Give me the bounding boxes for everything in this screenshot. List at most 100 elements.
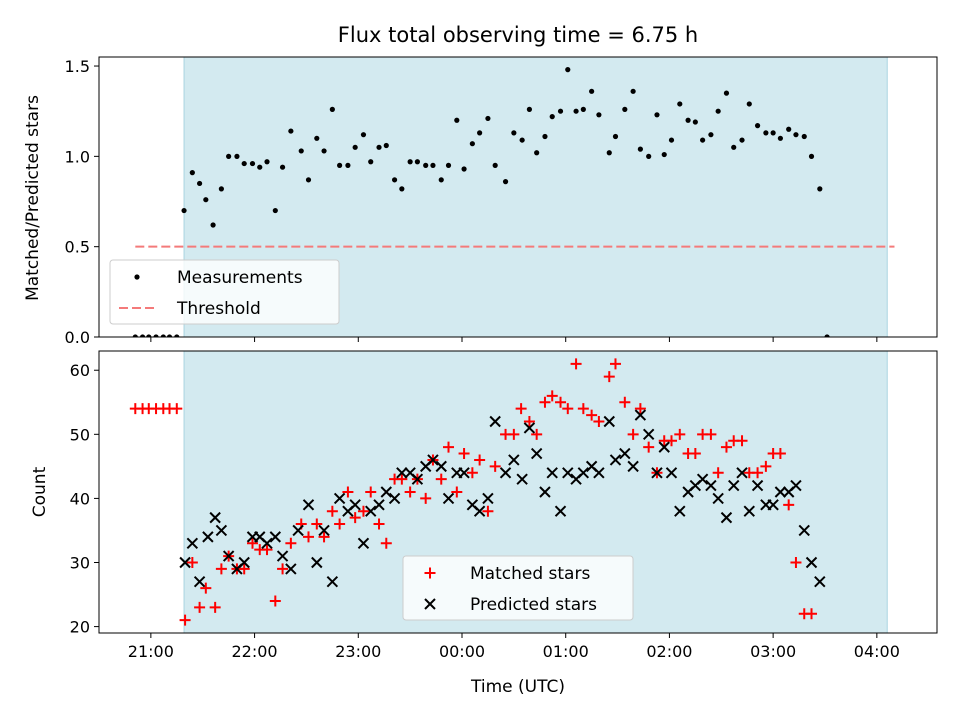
measurement-point <box>153 334 159 337</box>
measurement-point <box>197 180 203 187</box>
measurement-point <box>368 159 374 165</box>
measurement-point <box>793 132 799 138</box>
matched-star-point <box>674 428 686 440</box>
matched-star-point <box>171 403 183 415</box>
predicted-star-point <box>743 505 755 517</box>
matched-star-point <box>318 531 330 543</box>
top-y-axis-label: Matched/Predicted stars <box>23 95 43 301</box>
matched-star-point <box>593 416 605 427</box>
predicted-star-point <box>562 467 574 479</box>
measurement-point <box>241 160 247 167</box>
predicted-star-point <box>458 467 470 479</box>
measurement-point <box>534 150 540 156</box>
y-tick-label: 50 <box>70 425 90 444</box>
ratio-panel: 0.0 0.5 1.0 1.5 Measurements Threshold <box>65 56 938 347</box>
matched-star-point <box>546 390 558 402</box>
measurement-point <box>817 186 823 192</box>
matched-star-point <box>396 473 408 485</box>
measurement-point <box>234 153 240 159</box>
y-tick-label: 0.5 <box>65 238 90 257</box>
matched-star-point <box>539 396 551 408</box>
matched-star-point <box>523 416 535 427</box>
measurement-point <box>407 159 413 165</box>
measurement-point <box>808 153 815 159</box>
measurement-point <box>146 334 152 337</box>
predicted-star-point <box>333 492 346 505</box>
matched-star-point <box>720 441 732 453</box>
predicted-star-point <box>311 556 323 569</box>
predicted-star-point <box>798 524 810 537</box>
predicted-star-point <box>442 492 455 505</box>
predicted-star-point <box>530 447 543 460</box>
matched-star-point <box>194 601 206 613</box>
measurement-point <box>801 133 807 140</box>
measurement-point <box>203 197 209 203</box>
measurement-point <box>414 159 420 165</box>
predicted-star-point <box>202 531 214 543</box>
matched-star-point <box>466 467 478 479</box>
predicted-star-point <box>261 537 273 549</box>
matched-star-point <box>326 505 338 517</box>
measurement-point <box>305 177 312 183</box>
matched-star-point <box>200 582 212 594</box>
measurement-point <box>132 334 138 337</box>
predicted-star-point <box>774 486 787 498</box>
y-tick-label: 30 <box>70 554 90 573</box>
legend-box <box>402 555 634 621</box>
predicted-star-point <box>357 537 370 549</box>
matched-star-point <box>515 403 527 415</box>
predicted-star-point <box>805 556 818 569</box>
y-tick-label: 60 <box>70 361 90 380</box>
legend-label: Matched stars <box>470 564 590 584</box>
predicted-star-point <box>482 492 494 505</box>
measurement-point <box>492 162 498 168</box>
predicted-star-point <box>326 576 339 588</box>
measurement-point <box>345 162 351 168</box>
matched-star-point <box>451 486 463 498</box>
x-axis-label: Time (UTC) <box>470 677 565 697</box>
predicted-star-point <box>365 505 377 517</box>
predicted-star-point <box>238 556 250 569</box>
chart-title: Flux total observing time = 6.75 h <box>338 23 698 47</box>
measurement-point <box>573 108 579 114</box>
predicted-star-point <box>627 460 639 473</box>
predicted-star-point <box>665 467 678 479</box>
predicted-star-point <box>523 422 536 434</box>
y-tick-label: 0.0 <box>65 328 90 347</box>
matched-star-point <box>627 428 639 440</box>
matched-star-point <box>373 518 385 530</box>
predicted-star-point <box>593 467 605 479</box>
matched-star-point <box>458 448 470 460</box>
measurement-point <box>557 108 564 114</box>
measurement-point <box>226 153 232 159</box>
predicted-star-point <box>603 415 615 428</box>
measurement-point <box>477 130 483 136</box>
predicted-star-point <box>499 467 512 479</box>
predicted-star-point <box>388 492 401 505</box>
predicted-star-point <box>705 479 717 492</box>
measurement-point <box>777 135 783 141</box>
matched-star-point <box>609 358 621 370</box>
measurement-point <box>279 164 286 170</box>
matched-star-point <box>736 435 748 447</box>
measurement-point <box>469 141 475 147</box>
measurement-point <box>622 106 628 112</box>
measurement-point <box>391 177 398 183</box>
measurement-point <box>565 67 571 73</box>
measurement-point <box>549 114 555 120</box>
bottom-y-axis-label: Count <box>30 466 50 517</box>
matched-star-point <box>209 601 221 613</box>
predicted-star-point <box>554 505 567 517</box>
predicted-star-point <box>276 550 289 562</box>
matched-star-point <box>774 448 786 460</box>
matched-star-point <box>179 614 191 626</box>
measurement-point <box>637 146 643 152</box>
predicted-star-point <box>269 531 282 543</box>
measurement-point <box>174 334 180 337</box>
matched-star-point <box>269 595 281 607</box>
measurement-point <box>329 106 335 112</box>
matched-star-point <box>311 518 323 530</box>
count-panel: 20 30 40 50 60 21:00 22:00 23:00 00:00 01:00 02:00… <box>70 350 938 661</box>
predicted-star-point <box>696 473 709 485</box>
